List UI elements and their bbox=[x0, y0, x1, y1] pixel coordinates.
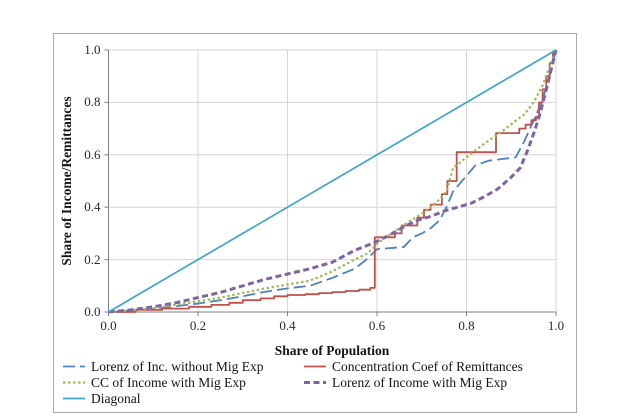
y-tick-label: 0.2 bbox=[84, 251, 101, 267]
legend-label: Lorenz of Income with Mig Exp bbox=[332, 375, 508, 390]
legend-item-cc-income-with-mig-exp: CC of Income with Mig Exp bbox=[62, 375, 246, 390]
y-axis-title: Share of Income/Remittances bbox=[59, 96, 74, 266]
x-tick-label: 0.4 bbox=[279, 318, 296, 333]
y-tick-label: 0.8 bbox=[84, 94, 101, 110]
legend-line-lorenz-inc-without-mig-exp-icon bbox=[63, 365, 85, 368]
legend-label: Diagonal bbox=[91, 391, 141, 406]
legend-line-cc-income-with-mig-exp-icon bbox=[63, 381, 85, 384]
legend-label: Concentration Coef of Remittances bbox=[332, 359, 523, 374]
legend-label: CC of Income with Mig Exp bbox=[91, 375, 246, 390]
y-tick-label: 1.0 bbox=[84, 42, 101, 57]
legend-line-diagonal-icon bbox=[63, 397, 85, 400]
x-tick-label: 1.0 bbox=[547, 318, 565, 333]
y-tick-label: 0.4 bbox=[84, 199, 101, 215]
x-axis-title: Share of Population bbox=[274, 343, 390, 358]
legend-item-diagonal: Diagonal bbox=[62, 391, 141, 406]
x-tick-label: 0.2 bbox=[189, 318, 207, 333]
x-tick-label: 0.6 bbox=[368, 318, 386, 333]
legend-line-concentration-coef-remittances-icon bbox=[304, 365, 326, 368]
y-tick-label: 0.0 bbox=[84, 304, 101, 319]
x-tick-label: 0.0 bbox=[100, 318, 117, 333]
legend-label: Lorenz of Inc. without Mig Exp bbox=[91, 359, 264, 374]
legend-item-concentration-coef-remittances: Concentration Coef of Remittances bbox=[303, 359, 523, 374]
legend-item-lorenz-inc-without-mig-exp: Lorenz of Inc. without Mig Exp bbox=[62, 359, 263, 374]
x-tick-label: 0.8 bbox=[458, 318, 475, 333]
legend-line-lorenz-income-with-mig-exp-icon bbox=[304, 381, 326, 384]
legend-item-lorenz-income-with-mig-exp: Lorenz of Income with Mig Exp bbox=[303, 375, 507, 390]
y-tick-label: 0.6 bbox=[84, 146, 101, 162]
